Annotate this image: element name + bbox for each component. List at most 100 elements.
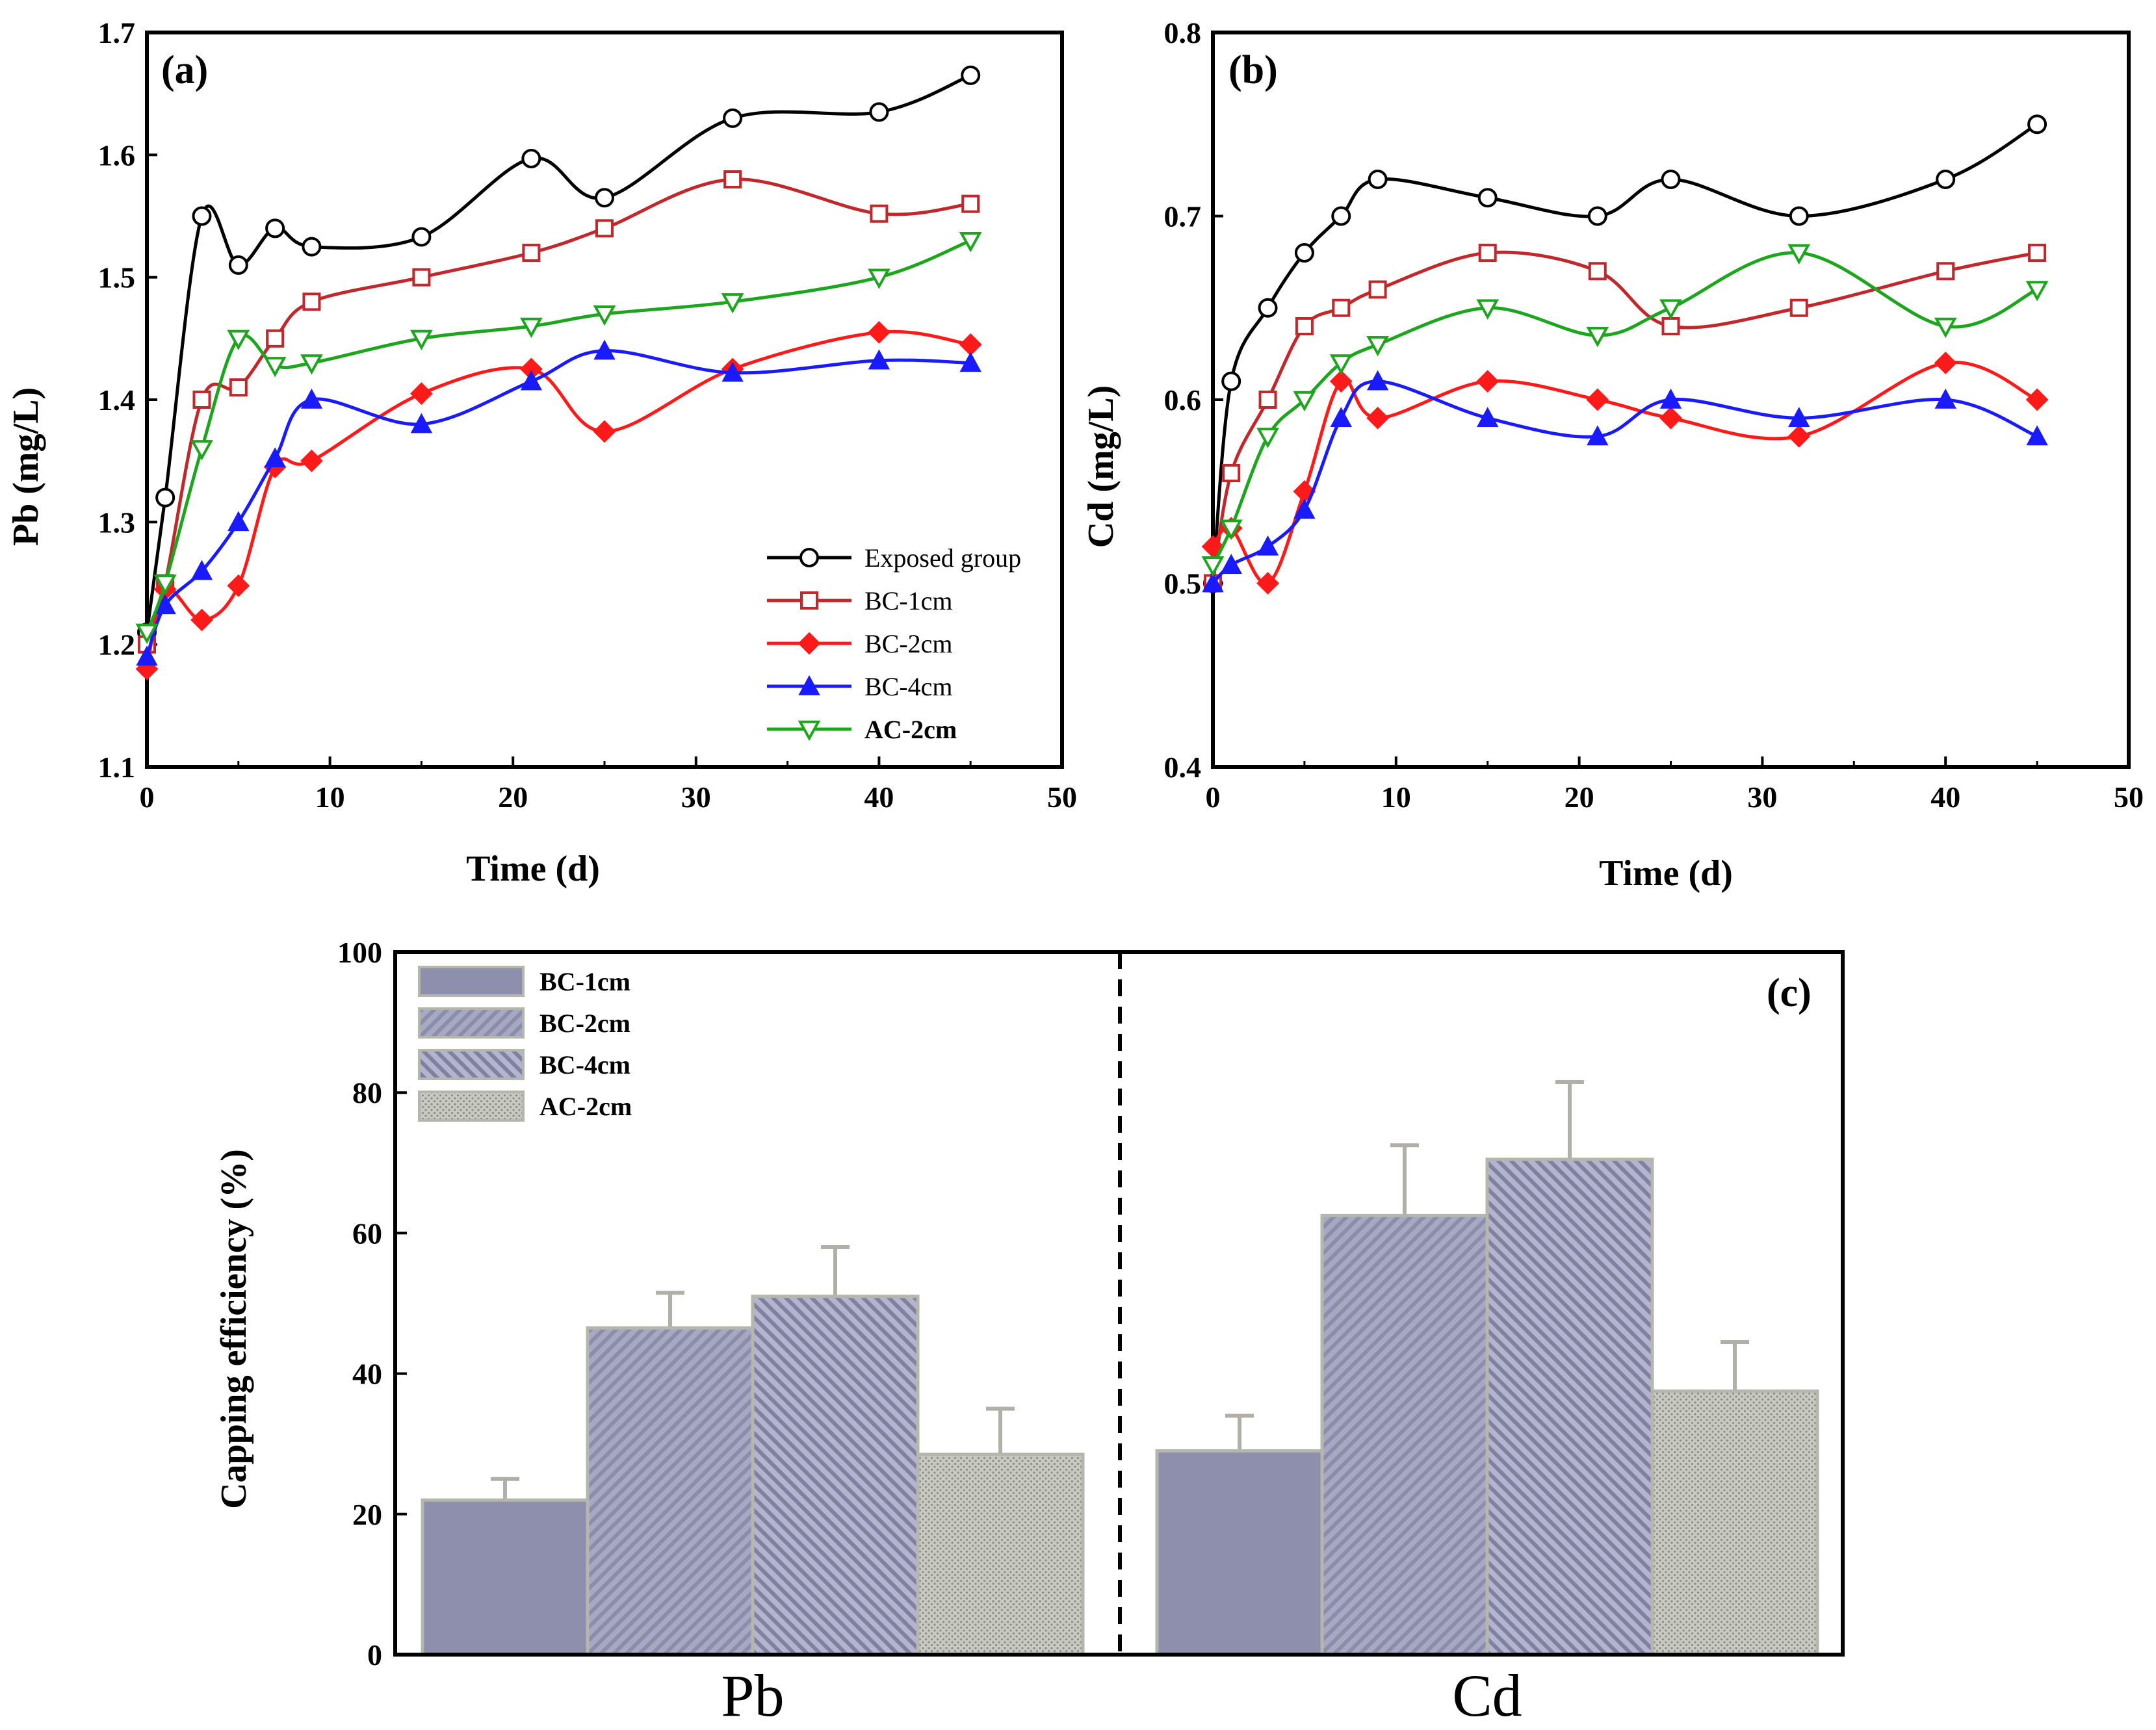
legend-label: AC-2cm (539, 1092, 632, 1121)
data-point-ac-2cm (519, 317, 543, 339)
data-point-bc-2cm (2025, 388, 2049, 411)
data-point-exposed-group (723, 108, 743, 128)
x-tick-label: 30 (681, 781, 711, 814)
data-point-bc-1cm (1295, 317, 1314, 335)
data-point-ac-2cm (959, 231, 982, 253)
x-tick-label: 0 (1206, 781, 1221, 814)
bar-ac-2cm-pb (916, 1452, 1085, 1657)
x-axis-label-b: Time (d) (1599, 853, 1733, 894)
data-point-bc-1cm (1789, 298, 1808, 317)
data-point-bc-1cm (1222, 464, 1241, 482)
data-point-exposed-group (1587, 206, 1607, 226)
bar-bc-2cm-cd (1320, 1213, 1489, 1657)
data-point-bc-4cm (1330, 407, 1352, 427)
data-point-bc-1cm (870, 204, 889, 223)
data-point-bc-2cm (1256, 572, 1279, 595)
legend-swatch (418, 1049, 525, 1080)
data-point-bc-2cm (300, 449, 323, 472)
y-tick-label: 0.6 (1164, 383, 1202, 417)
data-point-bc-4cm (264, 447, 286, 468)
series-line-exposed-group (145, 73, 972, 633)
data-point-bc-1cm (1258, 391, 1277, 409)
data-point-exposed-group (155, 487, 175, 508)
legend-marker (800, 591, 818, 610)
data-point-bc-1cm (1478, 244, 1497, 262)
y-tick-label: 80 (352, 1076, 382, 1109)
data-point-exposed-group (1368, 170, 1388, 189)
series-line-bc-2cm (1211, 360, 2038, 586)
data-point-exposed-group (1936, 170, 1956, 189)
data-point-bc-4cm (1477, 407, 1499, 427)
data-point-ac-2cm (1256, 428, 1279, 448)
series-line-bc-2cm (145, 329, 971, 669)
category-label-cd: Cd (1452, 1662, 1522, 1729)
data-point-ac-2cm (153, 575, 177, 595)
x-tick-label: 30 (1747, 781, 1777, 814)
data-point-bc-2cm (593, 420, 616, 443)
data-point-exposed-group (521, 148, 541, 168)
data-point-bc-4cm (959, 352, 981, 372)
data-point-ac-2cm (135, 623, 159, 644)
y-tick-label: 0.5 (1164, 567, 1202, 600)
data-point-exposed-group (1789, 206, 1809, 226)
data-point-bc-4cm (190, 560, 213, 580)
series-line-bc-4cm (145, 349, 971, 658)
data-point-exposed-group (1661, 170, 1681, 189)
bar-bc-4cm-cd (1485, 1157, 1654, 1657)
x-axis-label-a: Time (d) (466, 849, 600, 889)
data-point-bc-4cm (1366, 370, 1389, 391)
legend-swatch (418, 1091, 525, 1122)
y-tick-label: 0.4 (1164, 751, 1202, 784)
data-point-bc-2cm (1934, 352, 1957, 374)
x-tick-label: 40 (1930, 781, 1960, 814)
legend-marker (798, 632, 821, 655)
data-point-ac-2cm (1586, 326, 1609, 348)
data-point-bc-2cm (227, 574, 250, 597)
data-point-bc-4cm (2026, 425, 2048, 446)
y-tick-label: 20 (352, 1498, 382, 1531)
legend-marker (798, 720, 821, 742)
data-point-exposed-group (411, 227, 432, 247)
panel-label-c: (c) (1767, 971, 1812, 1015)
legend-label: BC-2cm (864, 629, 953, 658)
legend: BC-1cm BC-2cm BC-4cm AC-2cm (418, 966, 632, 1122)
data-point-bc-4cm (868, 349, 890, 370)
data-point-exposed-group (1258, 298, 1278, 318)
legend-swatch (418, 1007, 525, 1039)
legend: Exposed group BC-1cm BC-2cm BC-4cm AC-2cm (767, 543, 1021, 744)
legend-label: AC-2cm (864, 715, 957, 744)
legend-label: BC-4cm (539, 1050, 630, 1079)
y-tick-label: 100 (337, 936, 382, 969)
category-label-pb: Pb (721, 1662, 784, 1729)
y-tick-label: 1.1 (98, 751, 136, 784)
data-point-exposed-group (595, 188, 614, 208)
bar-bc-4cm-pb (751, 1295, 920, 1657)
panel-label-a: (a) (161, 48, 208, 92)
data-point-bc-4cm (1202, 572, 1224, 593)
data-point-exposed-group (961, 65, 981, 85)
data-point-bc-1cm (1332, 298, 1351, 317)
data-point-bc-1cm (229, 378, 248, 397)
data-point-exposed-group (1221, 371, 1241, 391)
data-point-bc-4cm (1293, 498, 1316, 519)
data-point-ac-2cm (300, 354, 323, 375)
legend-marker (798, 675, 820, 695)
data-point-bc-1cm (1368, 280, 1387, 299)
data-point-bc-2cm (1586, 388, 1609, 411)
legend-label: BC-2cm (539, 1009, 630, 1038)
data-point-bc-4cm (154, 594, 176, 615)
data-point-ac-2cm (1219, 519, 1243, 540)
data-point-bc-1cm (961, 194, 980, 213)
data-point-ac-2cm (1329, 354, 1353, 375)
bar-bc-2cm-pb (586, 1326, 755, 1657)
data-point-exposed-group (1331, 206, 1351, 226)
data-point-bc-1cm (1588, 262, 1607, 281)
data-point-bc-1cm (192, 391, 211, 409)
data-point-ac-2cm (1366, 336, 1390, 357)
data-point-exposed-group (869, 102, 889, 122)
data-point-bc-4cm (300, 388, 323, 409)
data-point-ac-2cm (1659, 299, 1682, 320)
data-point-exposed-group (265, 218, 285, 239)
y-tick-label: 60 (352, 1217, 382, 1250)
data-point-exposed-group (302, 237, 322, 257)
